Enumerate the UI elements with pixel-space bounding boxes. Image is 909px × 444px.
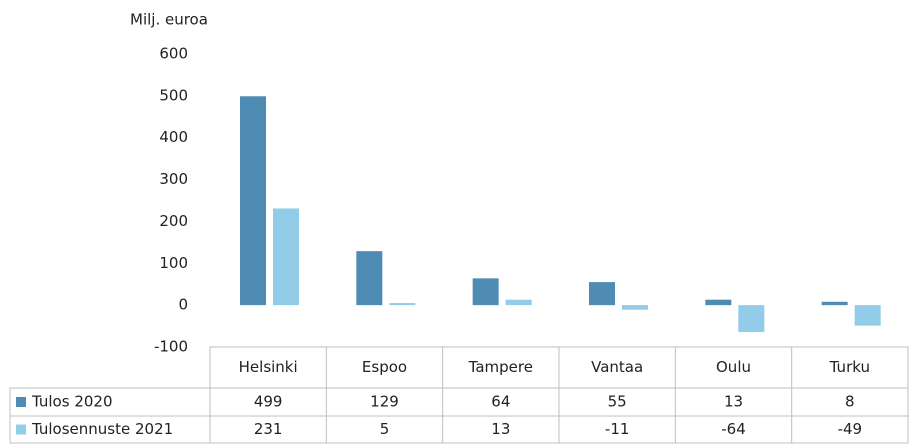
- bar: [240, 96, 266, 306]
- y-tick-label: 0: [178, 296, 188, 314]
- x-tick-label: Vantaa: [591, 358, 643, 376]
- legend-swatch: [16, 424, 26, 435]
- legend-swatch: [16, 397, 26, 407]
- x-tick-label: Tampere: [468, 358, 533, 376]
- bar: [589, 282, 615, 306]
- data-label: 13: [724, 393, 743, 411]
- y-tick-label: 400: [159, 128, 188, 146]
- x-tick-label: Helsinki: [239, 358, 298, 376]
- y-tick-label: 500: [159, 86, 188, 104]
- bar: [472, 278, 499, 306]
- data-label: -11: [605, 420, 630, 438]
- data-label: 231: [254, 420, 283, 438]
- data-label: 129: [370, 393, 399, 411]
- bar: [356, 251, 383, 306]
- y-tick-label: 300: [159, 170, 188, 188]
- data-label: -49: [838, 420, 863, 438]
- data-label: 499: [254, 393, 283, 411]
- y-tick-label: -100: [154, 338, 188, 356]
- data-label: 64: [491, 393, 510, 411]
- table-cell: [9, 387, 909, 417]
- y-tick-label: 200: [159, 212, 188, 230]
- x-tick-label: Espoo: [362, 358, 407, 376]
- y-tick-label: 600: [159, 45, 188, 63]
- data-label: -64: [721, 420, 746, 438]
- bar: [854, 305, 881, 326]
- table-cell: [9, 415, 909, 444]
- bar: [705, 299, 732, 306]
- bar: [738, 305, 765, 332]
- data-label: 13: [491, 420, 510, 438]
- data-label: 5: [380, 420, 390, 438]
- bar: [622, 305, 648, 310]
- bar: [273, 208, 299, 306]
- data-label: 55: [608, 393, 627, 411]
- legend-label: Tulos 2020: [31, 393, 113, 411]
- x-tick-label: Turku: [829, 358, 870, 376]
- data-label: 8: [845, 393, 855, 411]
- legend-label: Tulosennuste 2021: [31, 420, 173, 438]
- y-tick-label: 100: [159, 254, 188, 272]
- bar: [821, 301, 848, 306]
- y-axis-label: Milj. euroa: [130, 11, 208, 29]
- x-tick-label: Oulu: [716, 358, 751, 376]
- bar: [389, 303, 416, 306]
- bar: [505, 299, 532, 306]
